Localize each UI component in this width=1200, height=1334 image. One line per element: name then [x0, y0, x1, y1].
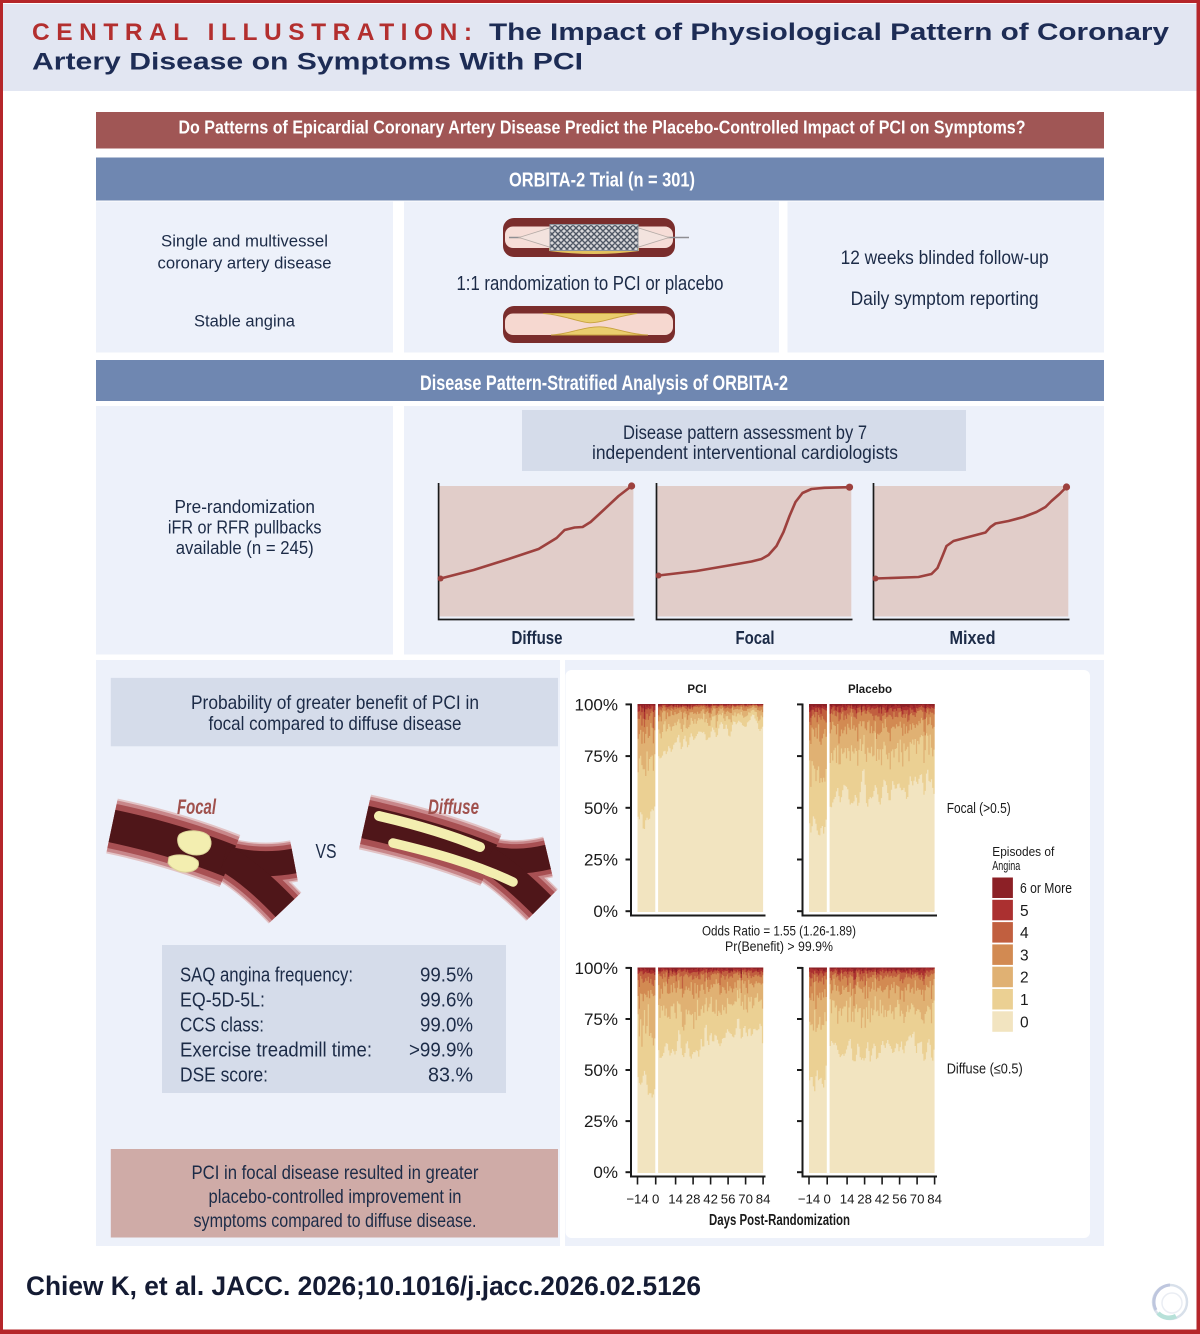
svg-text:ORBITA-2 Trial (n = 301): ORBITA-2 Trial (n = 301) [509, 169, 695, 191]
svg-text:Focal: Focal [177, 796, 217, 819]
svg-text:84: 84 [756, 1191, 771, 1206]
svg-text:1:1 randomization to PCI or p: 1:1 randomization to PCI or placebo [457, 273, 724, 295]
svg-text:−14: −14 [626, 1191, 648, 1206]
svg-text:iFR or RFR pullbacks: iFR or RFR pullbacks [168, 517, 322, 537]
svg-text:Single and multivessel: Single and multivessel [161, 232, 328, 251]
svg-text:99.0%: 99.0% [420, 1015, 473, 1037]
svg-text:14: 14 [668, 1191, 683, 1206]
svg-text:Days Post-Randomization: Days Post-Randomization [709, 1212, 850, 1229]
svg-text:EQ-5D-5L:: EQ-5D-5L: [180, 990, 265, 1012]
svg-text:Probability of greater benefit: Probability of greater benefit of PCI in [191, 692, 479, 714]
svg-text:Diffuse (≤0.5): Diffuse (≤0.5) [947, 1062, 1023, 1078]
svg-text:PCI: PCI [687, 684, 706, 696]
svg-text:placebo-controlled improvement: placebo-controlled improvement in [209, 1186, 462, 1208]
svg-text:25%: 25% [584, 851, 618, 870]
svg-text:4: 4 [1020, 925, 1029, 942]
svg-text:14: 14 [840, 1191, 855, 1206]
svg-text:SAQ angina frequency:: SAQ angina frequency: [180, 965, 353, 987]
svg-text:Disease Pattern-Stratified Ana: Disease Pattern-Stratified Analysis of O… [420, 372, 788, 395]
svg-text:6 or More: 6 or More [1020, 881, 1072, 897]
svg-text:0%: 0% [593, 902, 618, 921]
svg-text:75%: 75% [584, 747, 618, 766]
svg-text:99.5%: 99.5% [420, 965, 473, 987]
svg-text:99.6%: 99.6% [420, 990, 473, 1012]
svg-text:Episodes of: Episodes of [992, 845, 1054, 859]
svg-text:0%: 0% [593, 1163, 618, 1182]
svg-text:Diffuse: Diffuse [512, 628, 563, 648]
svg-text:Placebo: Placebo [848, 684, 892, 696]
svg-text:Pre-randomization: Pre-randomization [174, 497, 315, 517]
svg-text:Diffuse: Diffuse [428, 796, 479, 819]
svg-text:CCS class:: CCS class: [180, 1015, 264, 1037]
svg-text:>99.9%: >99.9% [409, 1040, 473, 1062]
svg-text:Angina: Angina [992, 859, 1020, 873]
svg-text:70: 70 [738, 1191, 753, 1206]
svg-text:PCI in focal disease resulted: PCI in focal disease resulted in greater [192, 1162, 479, 1184]
svg-text:75%: 75% [584, 1010, 618, 1029]
svg-text:Mixed: Mixed [950, 628, 996, 648]
svg-text:28: 28 [686, 1191, 701, 1206]
svg-text:42: 42 [703, 1191, 718, 1206]
svg-text:0: 0 [1020, 1014, 1029, 1031]
svg-text:1: 1 [1020, 992, 1029, 1009]
svg-text:symptoms compared to diffuse d: symptoms compared to diffuse disease. [194, 1210, 477, 1232]
svg-text:Artery Disease on Symptoms Wit: Artery Disease on Symptoms With PCI [32, 49, 583, 76]
svg-text:28: 28 [857, 1191, 872, 1206]
svg-text:25%: 25% [584, 1112, 618, 1131]
svg-text:Stable angina: Stable angina [194, 312, 296, 331]
svg-text:Pr(Benefit) > 99.9%: Pr(Benefit) > 99.9% [725, 939, 833, 954]
svg-text:Focal (>0.5): Focal (>0.5) [947, 801, 1011, 817]
svg-text:Focal: Focal [736, 628, 775, 648]
svg-text:VS: VS [316, 841, 337, 863]
svg-text:Disease pattern assessment by: Disease pattern assessment by 7 [623, 423, 867, 444]
svg-text:70: 70 [910, 1191, 925, 1206]
svg-text:50%: 50% [584, 799, 618, 818]
svg-text:0: 0 [652, 1191, 659, 1206]
svg-text:0: 0 [824, 1191, 831, 1206]
svg-text:The Impact of Physiological Pa: The Impact of Physiological Pattern of C… [489, 19, 1169, 46]
svg-text:Odds Ratio = 1.55 (1.26-1.89): Odds Ratio = 1.55 (1.26-1.89) [702, 924, 856, 939]
svg-text:56: 56 [892, 1191, 907, 1206]
svg-text:12 weeks blinded follow-up: 12 weeks blinded follow-up [841, 247, 1049, 269]
svg-text:coronary artery disease: coronary artery disease [158, 254, 332, 273]
svg-text:100%: 100% [575, 695, 618, 714]
svg-text:independent interventional car: independent interventional cardiologists [592, 443, 898, 464]
svg-text:42: 42 [875, 1191, 890, 1206]
svg-text:Daily symptom reporting: Daily symptom reporting [851, 288, 1039, 310]
svg-text:Exercise treadmill time:: Exercise treadmill time: [180, 1040, 372, 1062]
svg-text:DSE score:: DSE score: [180, 1065, 268, 1087]
svg-text:84: 84 [927, 1191, 942, 1206]
svg-text:focal compared to diffuse dise: focal compared to diffuse disease [209, 713, 462, 735]
svg-text:5: 5 [1020, 903, 1029, 920]
svg-text:Do Patterns of Epicardial Coro: Do Patterns of Epicardial Coronary Arter… [179, 117, 1026, 138]
svg-text:50%: 50% [584, 1061, 618, 1080]
svg-text:2: 2 [1020, 970, 1029, 987]
svg-text:3: 3 [1020, 947, 1029, 964]
svg-text:56: 56 [721, 1191, 736, 1206]
svg-text:−14: −14 [798, 1191, 820, 1206]
svg-text:Chiew K, et al. JACC. 2026;10.: Chiew K, et al. JACC. 2026;10.1016/j.jac… [26, 1271, 701, 1301]
svg-text:100%: 100% [575, 959, 618, 978]
svg-text:83.%: 83.% [428, 1065, 473, 1087]
svg-text:available (n = 245): available (n = 245) [176, 538, 314, 558]
